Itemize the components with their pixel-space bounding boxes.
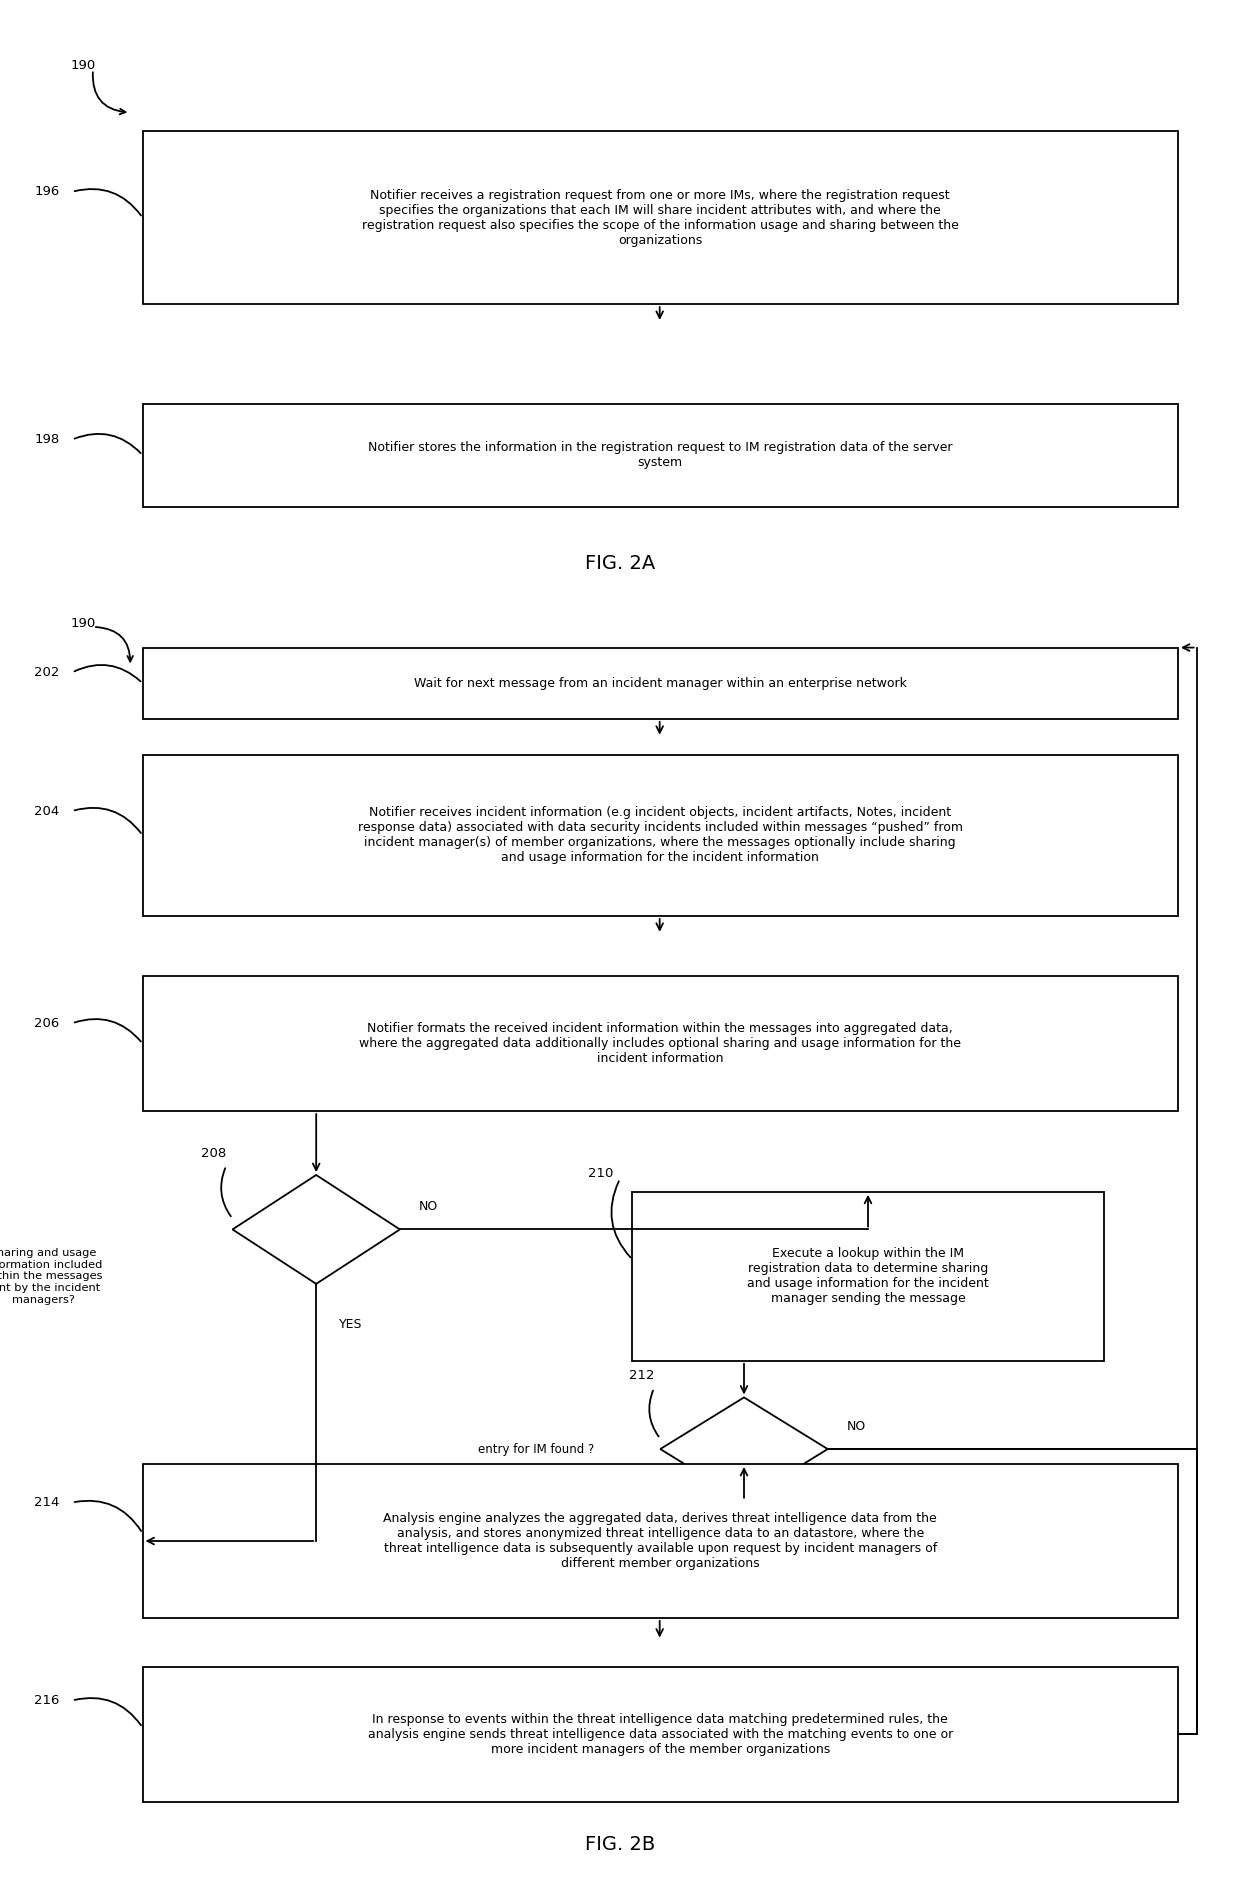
FancyBboxPatch shape	[143, 131, 1178, 304]
Text: 196: 196	[35, 186, 60, 199]
Text: NO: NO	[846, 1421, 866, 1432]
Text: 212: 212	[629, 1370, 655, 1381]
Text: Notifier formats the received incident information within the messages into aggr: Notifier formats the received incident i…	[360, 1023, 961, 1064]
Text: sharing and usage
information included
within the messages
sent by the incident
: sharing and usage information included w…	[0, 1248, 103, 1305]
Text: Notifier receives incident information (e.g incident objects, incident artifacts: Notifier receives incident information (…	[358, 807, 962, 863]
Text: In response to events within the threat intelligence data matching predetermined: In response to events within the threat …	[368, 1714, 952, 1755]
Text: 208: 208	[201, 1147, 226, 1160]
Text: Analysis engine analyzes the aggregated data, derives threat intelligence data f: Analysis engine analyzes the aggregated …	[383, 1513, 937, 1569]
FancyBboxPatch shape	[143, 648, 1178, 719]
Text: FIG. 2B: FIG. 2B	[585, 1836, 655, 1854]
FancyBboxPatch shape	[632, 1192, 1104, 1361]
Text: 216: 216	[35, 1695, 60, 1706]
Polygon shape	[660, 1396, 828, 1502]
FancyBboxPatch shape	[143, 1464, 1178, 1618]
Text: 210: 210	[589, 1167, 614, 1179]
Text: Notifier stores the information in the registration request to IM registration d: Notifier stores the information in the r…	[368, 441, 952, 469]
Polygon shape	[233, 1175, 399, 1284]
FancyBboxPatch shape	[143, 755, 1178, 916]
Text: entry for IM found ?: entry for IM found ?	[479, 1443, 594, 1455]
Text: Wait for next message from an incident manager within an enterprise network: Wait for next message from an incident m…	[414, 678, 906, 689]
Text: FIG. 2A: FIG. 2A	[585, 554, 655, 572]
Text: Notifier receives a registration request from one or more IMs, where the registr: Notifier receives a registration request…	[362, 190, 959, 246]
FancyBboxPatch shape	[143, 1667, 1178, 1802]
Text: NO: NO	[419, 1201, 438, 1213]
Text: YES: YES	[339, 1318, 362, 1331]
Text: 190: 190	[71, 60, 95, 71]
Text: 204: 204	[35, 805, 60, 818]
Text: 214: 214	[35, 1496, 60, 1509]
Text: 198: 198	[35, 434, 60, 447]
Text: 202: 202	[35, 666, 60, 679]
Text: 206: 206	[35, 1017, 60, 1030]
Text: 190: 190	[71, 618, 95, 629]
FancyBboxPatch shape	[143, 976, 1178, 1111]
Text: Execute a lookup within the IM
registration data to determine sharing
and usage : Execute a lookup within the IM registrat…	[748, 1248, 988, 1305]
Text: YES: YES	[766, 1535, 790, 1547]
FancyBboxPatch shape	[143, 404, 1178, 507]
